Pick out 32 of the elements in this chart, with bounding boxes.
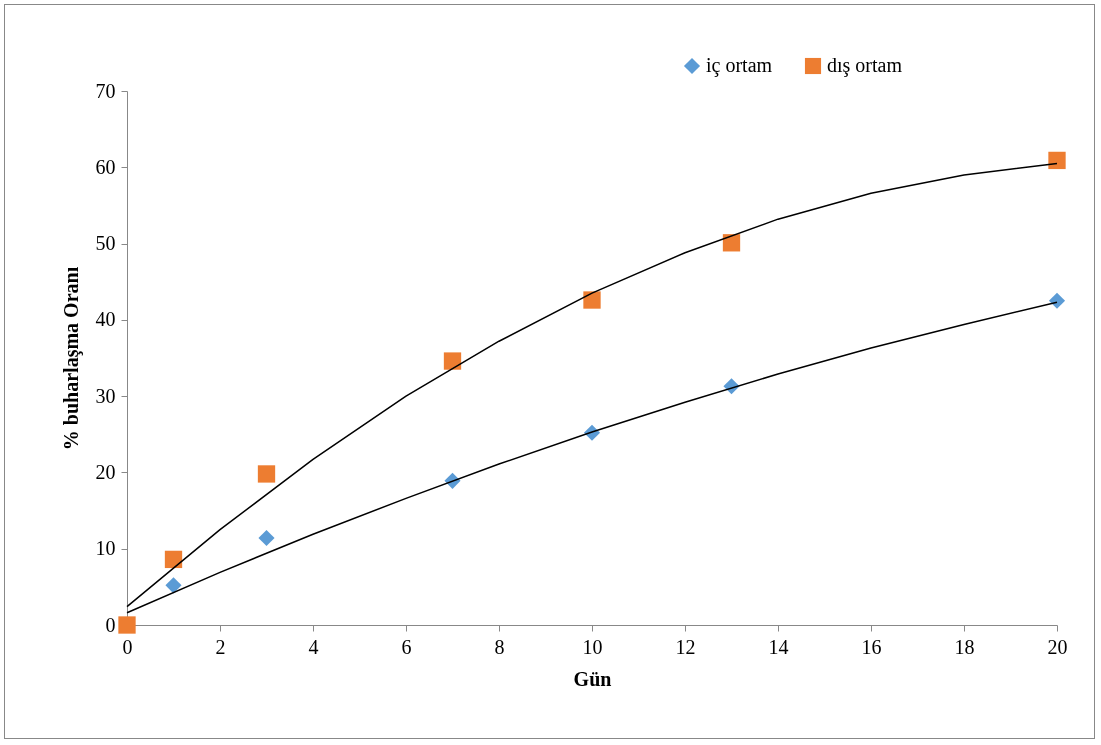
x-tick-label: 6	[401, 635, 412, 658]
y-tick-label: 10	[95, 537, 116, 560]
point	[1048, 292, 1066, 309]
x-tick-label: 16	[861, 635, 882, 658]
legend-label: iç ortam	[706, 54, 773, 77]
point	[258, 529, 275, 547]
y-tick-label: 60	[95, 155, 116, 178]
y-tick-label: 30	[95, 384, 116, 407]
x-tick-label: 10	[582, 635, 603, 658]
point	[583, 291, 601, 309]
x-tick-label: 12	[675, 635, 696, 658]
x-tick-label: 14	[768, 635, 789, 658]
x-tick-label: 2	[215, 635, 226, 658]
point	[164, 550, 183, 569]
y-tick-label: 50	[95, 232, 116, 255]
point	[118, 616, 136, 634]
point	[1048, 151, 1066, 170]
y-tick-label: 0	[105, 613, 116, 636]
x-tick-label: 18	[954, 635, 975, 658]
x-axis-title: Gün	[573, 667, 612, 690]
x-tick-label: 4	[308, 635, 319, 658]
point	[165, 577, 182, 594]
y-tick-label: 70	[95, 79, 116, 102]
x-tick-label: 20	[1047, 635, 1068, 658]
legend-label: dış ortam	[827, 54, 903, 77]
point	[443, 352, 462, 370]
x-tick-label: 8	[494, 635, 505, 658]
x-tick-label: 0	[122, 635, 133, 658]
y-axis-title: % buharlaşma Oranı	[59, 266, 83, 451]
y-tick-label: 40	[95, 308, 116, 331]
y-tick-label: 20	[95, 460, 116, 483]
point	[257, 465, 276, 483]
